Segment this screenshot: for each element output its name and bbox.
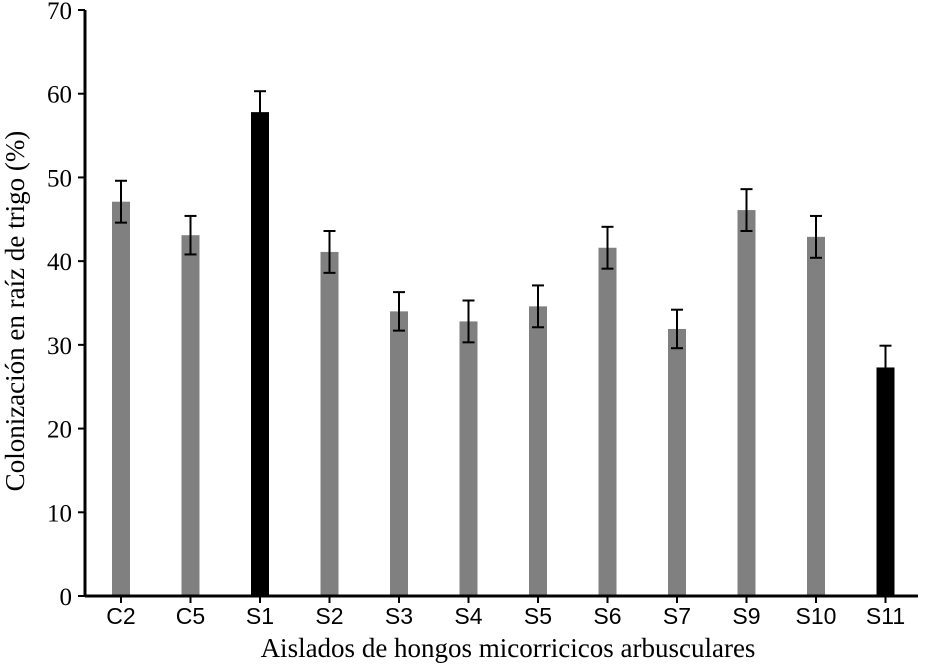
y-tick-label: 10	[47, 500, 72, 527]
x-tick-label-c5: C5	[176, 603, 205, 629]
y-tick-label: 60	[47, 82, 72, 109]
bar-s5	[529, 306, 547, 596]
bar-s7	[668, 328, 686, 596]
y-tick-label: 50	[47, 165, 72, 192]
bar-c5	[181, 235, 200, 597]
y-axis-title: Colonización en raíz de trigo (%)	[0, 131, 30, 492]
error-bar-s5	[532, 284, 544, 329]
x-tick-label-s10: S10	[796, 603, 837, 629]
error-bar-s6	[601, 225, 614, 270]
x-tick-label-c2: C2	[106, 603, 135, 629]
error-bar-c2	[115, 179, 127, 224]
bar-s11	[876, 367, 895, 596]
error-bar-c5	[184, 214, 197, 256]
x-tick-label-s11: S11	[866, 603, 905, 629]
x-tick-label-s3: S3	[385, 603, 413, 629]
x-axis-title: Aislados de hongos micorricicos arbuscul…	[261, 633, 756, 663]
bar-s3	[390, 311, 408, 596]
error-bars-layer	[115, 90, 892, 391]
error-bar-s1	[254, 90, 266, 135]
x-tick-label-s7: S7	[663, 603, 691, 629]
error-bar-s2	[323, 230, 336, 274]
bar-s9	[737, 210, 756, 596]
x-tick-label-s1: S1	[246, 603, 274, 629]
x-tick-label-s4: S4	[454, 603, 482, 629]
error-bar-s3	[393, 291, 405, 332]
bar-s2	[320, 251, 339, 597]
y-tick-label: 20	[47, 417, 72, 444]
error-bar-s4	[462, 299, 475, 344]
x-tick-label-s5: S5	[524, 603, 552, 629]
bar-s10	[807, 236, 825, 596]
x-tick-label-s9: S9	[732, 603, 760, 629]
bar-s6	[598, 247, 617, 596]
axis-ticks-layer: 0 10 20 30 40 50 60 70 C2 C5 S1 S2 S3 S4 S5 S6 S7 S9 S10 S1…	[47, 0, 905, 629]
error-bar-s7	[671, 308, 683, 350]
bars-layer	[112, 112, 895, 597]
bar-s1	[251, 112, 269, 596]
x-tick-label-s6: S6	[593, 603, 621, 629]
y-tick-label: 70	[47, 0, 72, 25]
y-tick-label: 0	[60, 584, 73, 611]
error-bar-s10	[810, 214, 822, 259]
y-tick-label: 30	[47, 333, 72, 360]
y-tick-label: 40	[47, 249, 72, 276]
error-bar-s11	[879, 344, 892, 391]
x-tick-label-s2: S2	[315, 603, 343, 629]
bar-s4	[459, 321, 478, 596]
bar-c2	[112, 201, 130, 596]
error-bar-s9	[740, 188, 753, 233]
